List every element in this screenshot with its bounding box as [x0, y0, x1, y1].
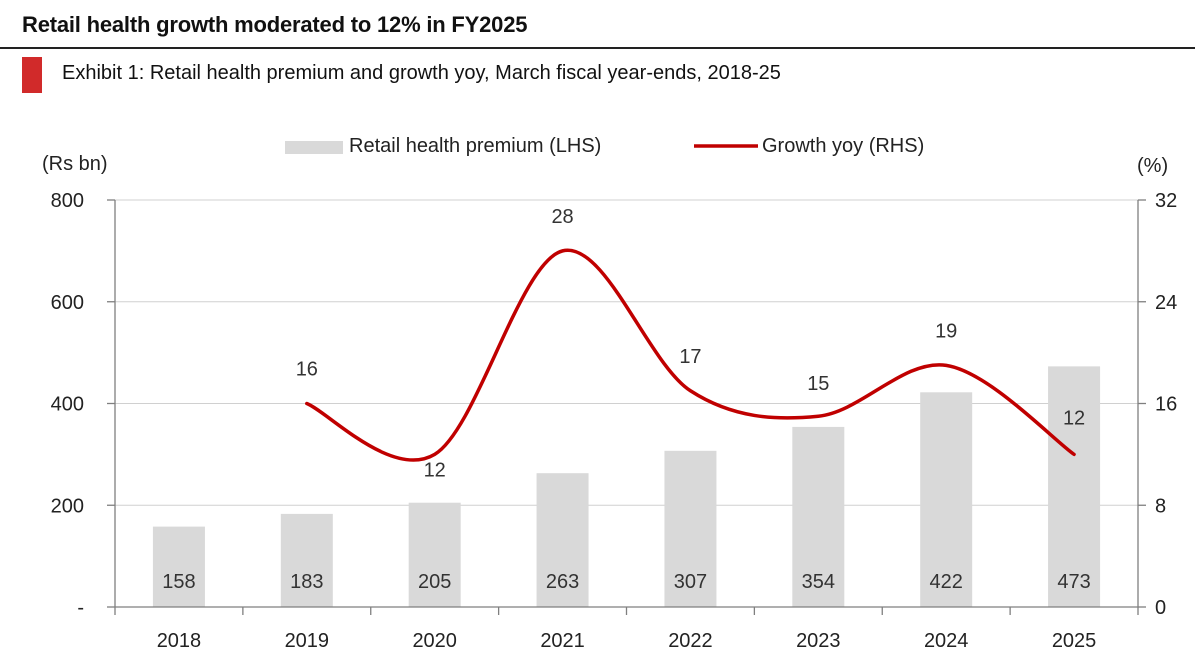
right-axis-label: (%) — [1137, 155, 1168, 177]
right-tick-label: 32 — [1155, 190, 1177, 212]
growth-line — [305, 248, 1076, 462]
line-value-label: 17 — [679, 346, 701, 368]
right-tick-label: 0 — [1155, 597, 1166, 619]
headline: Retail health growth moderated to 12% in… — [22, 12, 528, 37]
legend-line-label: Growth yoy (RHS) — [762, 135, 924, 157]
bar — [920, 392, 973, 607]
left-axis-label: (Rs bn) — [42, 153, 108, 175]
legend-bar-label: Retail health premium (LHS) — [349, 135, 601, 157]
x-tick-label: 2021 — [540, 630, 585, 652]
x-tick-label: 2019 — [285, 630, 330, 652]
headline-divider — [0, 47, 1195, 49]
line-value-label: 19 — [935, 320, 957, 342]
line-value-label: 12 — [1063, 407, 1085, 429]
bar — [280, 513, 333, 607]
line-value-label: 16 — [296, 359, 318, 381]
bar-value-label: 263 — [546, 571, 579, 593]
left-tick-label: 800 — [51, 190, 84, 212]
x-tick-label: 2024 — [924, 630, 969, 652]
left-tick-label: 400 — [51, 394, 84, 416]
x-tick-label: 2022 — [668, 630, 713, 652]
bar — [1048, 366, 1101, 607]
line-value-label: 15 — [807, 373, 829, 395]
x-tick-label: 2020 — [412, 630, 457, 652]
bar-value-label: 422 — [930, 571, 963, 593]
x-tick-label: 2023 — [796, 630, 841, 652]
bar-value-label: 307 — [674, 571, 707, 593]
bar — [408, 502, 461, 607]
line-value-label: 28 — [551, 206, 573, 228]
left-tick-label: 200 — [51, 495, 84, 517]
exhibit-marker — [22, 57, 42, 93]
bar-value-label: 354 — [802, 571, 835, 593]
right-tick-label: 24 — [1155, 292, 1177, 314]
x-tick-label: 2025 — [1052, 630, 1097, 652]
bar-value-label: 205 — [418, 571, 451, 593]
legend-bar-swatch — [285, 141, 343, 154]
bar — [536, 473, 589, 607]
line-value-label: 12 — [424, 459, 446, 481]
x-tick-label: 2018 — [157, 630, 202, 652]
bar — [152, 526, 205, 607]
left-tick-label: - — [77, 597, 84, 619]
bar — [792, 426, 845, 607]
bar-value-label: 473 — [1057, 571, 1090, 593]
bar-value-label: 158 — [162, 571, 195, 593]
left-tick-label: 600 — [51, 292, 84, 314]
bar — [664, 450, 717, 607]
exhibit-title: Exhibit 1: Retail health premium and gro… — [62, 62, 781, 84]
right-tick-label: 8 — [1155, 495, 1166, 517]
bar-value-label: 183 — [290, 571, 323, 593]
right-tick-label: 16 — [1155, 394, 1177, 416]
